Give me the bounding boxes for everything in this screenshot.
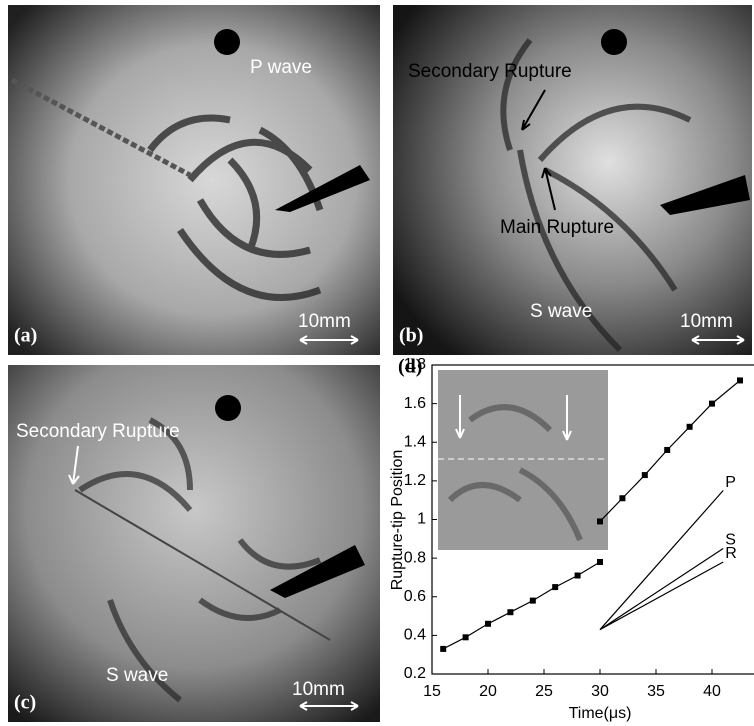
marker [214,29,240,55]
data-point [642,472,648,478]
annotation: Secondary Rupture [408,61,572,82]
data-point [485,621,491,627]
data-point [463,634,469,640]
y-tick-label: 1.8 [404,356,426,373]
reference-line [600,562,723,630]
inset-photo [438,370,608,550]
data-point [507,609,513,615]
panel-label: (a) [14,325,37,347]
data-point [709,401,715,407]
data-point [575,573,581,579]
x-axis-label: Time(μs) [569,705,632,722]
marker [215,395,241,421]
data-point [440,646,446,652]
scale-label: 10mm [292,679,345,700]
data-point [597,518,603,524]
photo [8,365,380,722]
y-tick-label: 1.6 [404,395,426,412]
data-point [664,447,670,453]
y-tick-label: 0.8 [404,549,426,566]
panel-d: (d) [398,356,608,550]
data-point [619,495,625,501]
panel-b: Secondary Rupture Main Rupture S wave (b… [393,5,752,355]
x-tick-label: 25 [535,683,553,700]
y-tick-label: 0.2 [404,665,426,682]
x-tick-label: 30 [591,683,609,700]
x-tick-label: 20 [479,683,497,700]
annotation: Secondary Rupture [16,421,180,442]
data-point [737,377,743,383]
panel-c: Secondary Rupture S wave (c) 10mm [8,365,380,722]
y-tick-label: 0.6 [404,588,426,605]
panel-label: (c) [14,692,36,714]
data-point [552,584,558,590]
y-tick-label: 1 [417,511,426,528]
annotation: P wave [250,57,312,78]
panel-a: P wave (a) 10mm [8,5,380,355]
y-tick-label: 0.4 [404,627,426,644]
y-tick-label: 1.4 [404,433,426,450]
panel-label: (b) [399,325,423,347]
annotation: S wave [530,301,592,322]
data-point [530,598,536,604]
annotation: Main Rupture [500,217,614,238]
y-axis-label: Rupture-tip Position [389,450,406,591]
reference-label: R [725,545,737,562]
x-tick-label: 35 [647,683,665,700]
y-tick-label: 1.2 [404,472,426,489]
scale-label: 10mm [298,311,351,332]
figure: P wave (a) 10mm Secondary Rupture Main R… [0,0,754,726]
scale-label: 10mm [680,311,733,332]
annotation: S wave [106,665,168,686]
x-tick-label: 15 [423,683,441,700]
marker [601,29,627,55]
data-point [687,424,693,430]
reference-label: P [725,474,736,491]
x-tick-label: 40 [703,683,721,700]
data-point [597,559,603,565]
